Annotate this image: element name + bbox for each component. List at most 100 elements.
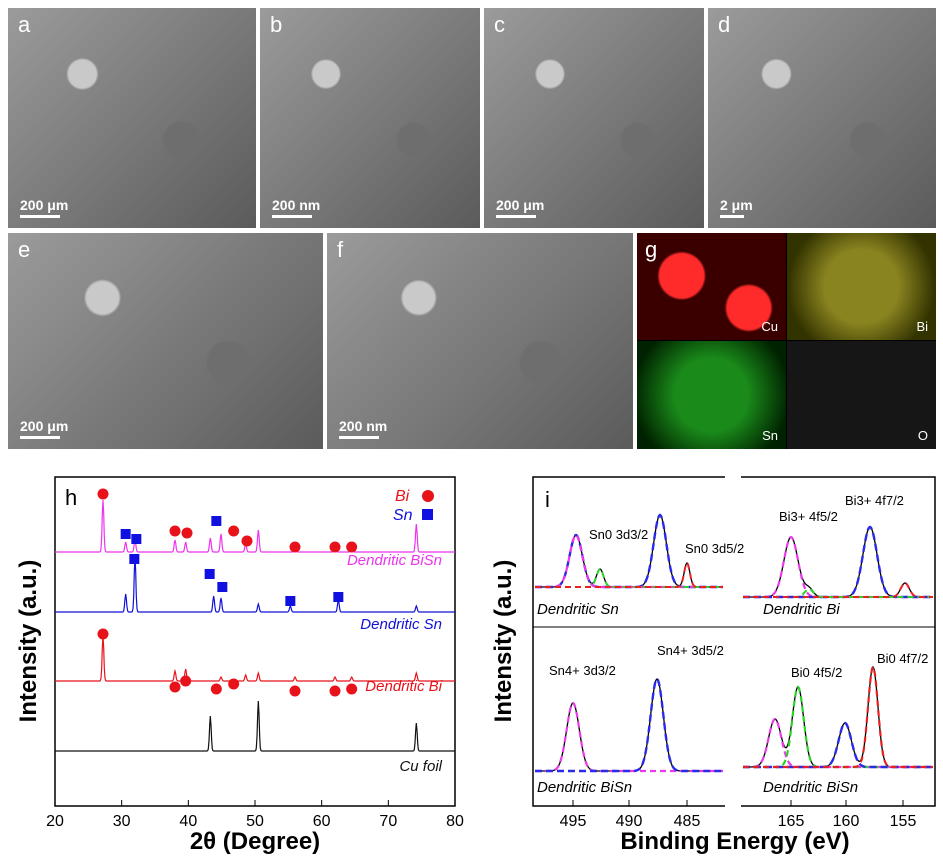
xps-x-tick-label: 160	[833, 813, 860, 830]
xrd-sn-marker	[285, 596, 296, 606]
scale-text-b: 200 nm	[272, 197, 321, 213]
xps-curve	[743, 721, 933, 769]
scale-text-a: 200 μm	[20, 197, 69, 213]
legend-sn-text: Sn	[393, 507, 413, 524]
xps-curve	[743, 581, 933, 598]
xrd-x-tick-label: 50	[246, 813, 264, 830]
panel-label-b: b	[270, 12, 283, 37]
xps-ann-sn4-52: Sn4+ 3d5/2	[657, 643, 724, 658]
xrd-traces	[55, 499, 455, 752]
xrd-trace-0	[55, 499, 455, 553]
xrd-bi-marker	[97, 628, 109, 640]
xps-x-tick-label: 485	[674, 813, 701, 830]
xrd-trace-label-bi: Dendritic Bi	[365, 678, 442, 695]
eds-label-bi: Bi	[916, 319, 928, 334]
sem-panel-d: d 2 μm	[708, 8, 936, 228]
xps-sub-label-tr: Dendritic Bi	[763, 601, 840, 618]
xrd-sn-marker	[129, 554, 140, 564]
xrd-markers	[97, 488, 358, 697]
xrd-trace-label-sn: Dendritic Sn	[360, 616, 442, 633]
xrd-x-tick-label: 40	[179, 813, 197, 830]
sem-panel-c: c 200 μm	[484, 8, 704, 228]
xrd-trace-label-cu: Cu foil	[399, 758, 442, 775]
xrd-x-tick-label: 30	[113, 813, 131, 830]
xps-ann-bi3-72: Bi3+ 4f7/2	[845, 493, 904, 508]
xps-ann-sn0-52: Sn0 3d5/2	[685, 541, 744, 556]
legend-sn-marker	[422, 509, 433, 520]
xps-x-tick-label: 495	[560, 813, 587, 830]
xrd-sn-marker	[131, 534, 142, 544]
xps-curve	[743, 664, 933, 769]
xps-curve	[743, 525, 933, 599]
xrd-bi-marker	[210, 683, 222, 695]
xrd-legend: Bi Sn	[393, 488, 434, 524]
xps-x-tick-label: 165	[778, 813, 805, 830]
scale-text-f: 200 nm	[339, 418, 388, 434]
scale-text-d: 2 μm	[720, 197, 753, 213]
xrd-bi-marker	[289, 541, 301, 553]
xrd-bi-marker	[346, 683, 358, 695]
xrd-trace-2	[55, 635, 455, 682]
xrd-bi-marker	[169, 525, 181, 537]
xrd-chart: h Bi Sn Dendritic BiSn Dendritic Sn Dend…	[15, 476, 464, 855]
scale-bar-f: 200 nm	[339, 418, 387, 439]
eds-map-bi: Bi	[787, 233, 936, 340]
xps-curve	[743, 535, 933, 599]
xps-curve	[535, 533, 723, 589]
xrd-bi-marker	[228, 678, 240, 690]
xrd-bi-marker	[228, 525, 240, 537]
sem-panel-e: e 200 μm	[8, 233, 323, 449]
scale-bar-d: 2 μm	[720, 197, 753, 218]
xrd-x-tick-label: 20	[46, 813, 64, 830]
xps-ann-sn0-32: Sn0 3d3/2	[589, 527, 648, 542]
xrd-bi-marker	[181, 527, 193, 539]
xrd-bi-marker	[169, 681, 181, 693]
xrd-bi-marker	[346, 541, 358, 553]
xrd-trace-label-bisn: Dendritic BiSn	[347, 552, 442, 569]
eds-label-o: O	[917, 428, 928, 443]
xrd-sn-marker	[211, 516, 222, 526]
xps-y-axis-label: Intensity (a.u.)	[490, 560, 517, 723]
xps-panel-label: i	[545, 487, 550, 512]
xrd-bi-marker	[241, 535, 253, 547]
sem-panel-b: b 200 nm	[260, 8, 480, 228]
scale-bar-b: 200 nm	[272, 197, 320, 218]
xps-chart: i Dendritic Sn Dendritic Bi Dendritic Bi…	[490, 469, 936, 855]
xrd-bi-marker	[329, 541, 341, 553]
xrd-sn-marker	[217, 582, 228, 592]
xps-curve	[535, 561, 723, 588]
xrd-trace-1	[55, 556, 455, 613]
sem-panel-a: a 200 μm	[8, 8, 256, 228]
xrd-bi-marker	[180, 675, 192, 687]
xrd-x-tick-label: 70	[379, 813, 397, 830]
xps-sub-label-bl: Dendritic BiSn	[537, 779, 632, 796]
xps-curve	[535, 678, 723, 772]
xrd-sn-marker	[204, 569, 215, 579]
xps-curve	[743, 665, 933, 768]
xps-x-tick-label: 155	[890, 813, 917, 830]
eds-map-cu: Cu	[637, 233, 786, 340]
eds-panel-g: Cu Bi Sn O g	[637, 233, 936, 449]
xrd-x-tick-label: 80	[446, 813, 464, 830]
scale-bar-c: 200 μm	[496, 197, 544, 218]
xps-x-axis: 495 490 485 165 160 155	[560, 800, 917, 830]
xps-curve	[743, 526, 933, 598]
xps-curve	[535, 701, 723, 773]
panel-label-d: d	[718, 12, 731, 37]
xps-x-tick-label: 490	[616, 813, 643, 830]
xps-ann-bi0-72: Bi0 4f7/2	[877, 651, 928, 666]
panel-label-c: c	[494, 12, 505, 37]
panel-label-e: e	[18, 237, 31, 262]
xps-ann-sn4-32: Sn4+ 3d3/2	[549, 663, 616, 678]
eds-map-sn: Sn	[637, 341, 786, 449]
xrd-bi-marker	[329, 685, 341, 697]
sem-panel-f: f 200 nm	[327, 233, 633, 449]
xrd-plot-frame	[54, 476, 456, 807]
panel-label-g: g	[645, 237, 658, 262]
xps-ann-bi3-52: Bi3+ 4f5/2	[779, 509, 838, 524]
scale-bar-e: 200 μm	[20, 418, 68, 439]
legend-bi-text: Bi	[395, 488, 410, 505]
xrd-trace-3	[55, 700, 455, 752]
legend-bi-marker	[422, 490, 434, 502]
